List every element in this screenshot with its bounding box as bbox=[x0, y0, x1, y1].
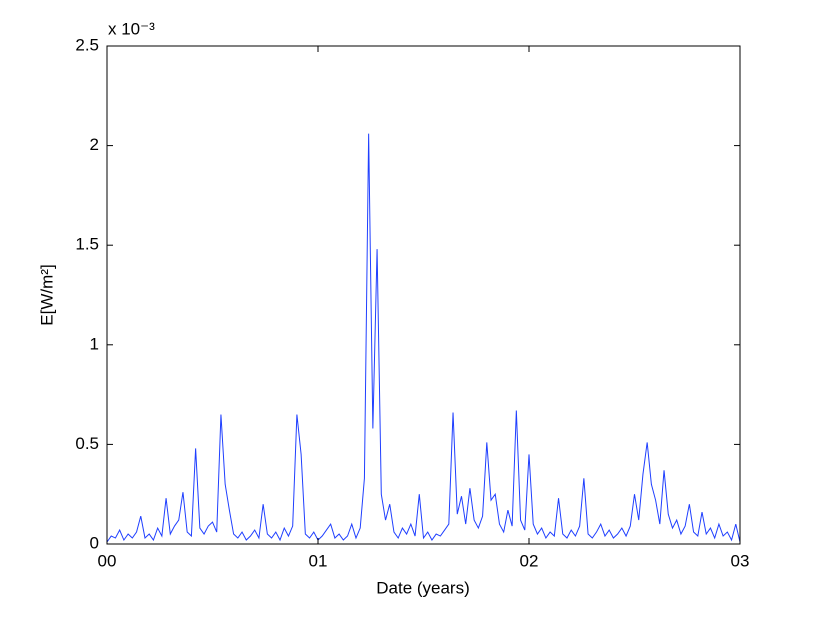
x-tick-label: 02 bbox=[520, 551, 539, 570]
y-tick-label: 2 bbox=[90, 135, 99, 154]
data-line bbox=[106, 133, 741, 543]
y-axis-label: E[W/m²] bbox=[37, 264, 56, 325]
y-tick-label: 0.5 bbox=[75, 434, 99, 453]
y-multiplier: x 10⁻³ bbox=[108, 19, 155, 38]
x-tick-label: 00 bbox=[98, 551, 117, 570]
plot-frame bbox=[106, 45, 741, 545]
y-tick-label: 0 bbox=[90, 533, 99, 552]
x-tick-label: 01 bbox=[309, 551, 328, 570]
x-axis-label: Date (years) bbox=[376, 578, 470, 597]
y-tick-label: 1 bbox=[90, 334, 99, 353]
x-tick-label: 03 bbox=[731, 551, 750, 570]
y-tick-label: 2.5 bbox=[75, 35, 99, 54]
y-tick-label: 1.5 bbox=[75, 235, 99, 254]
